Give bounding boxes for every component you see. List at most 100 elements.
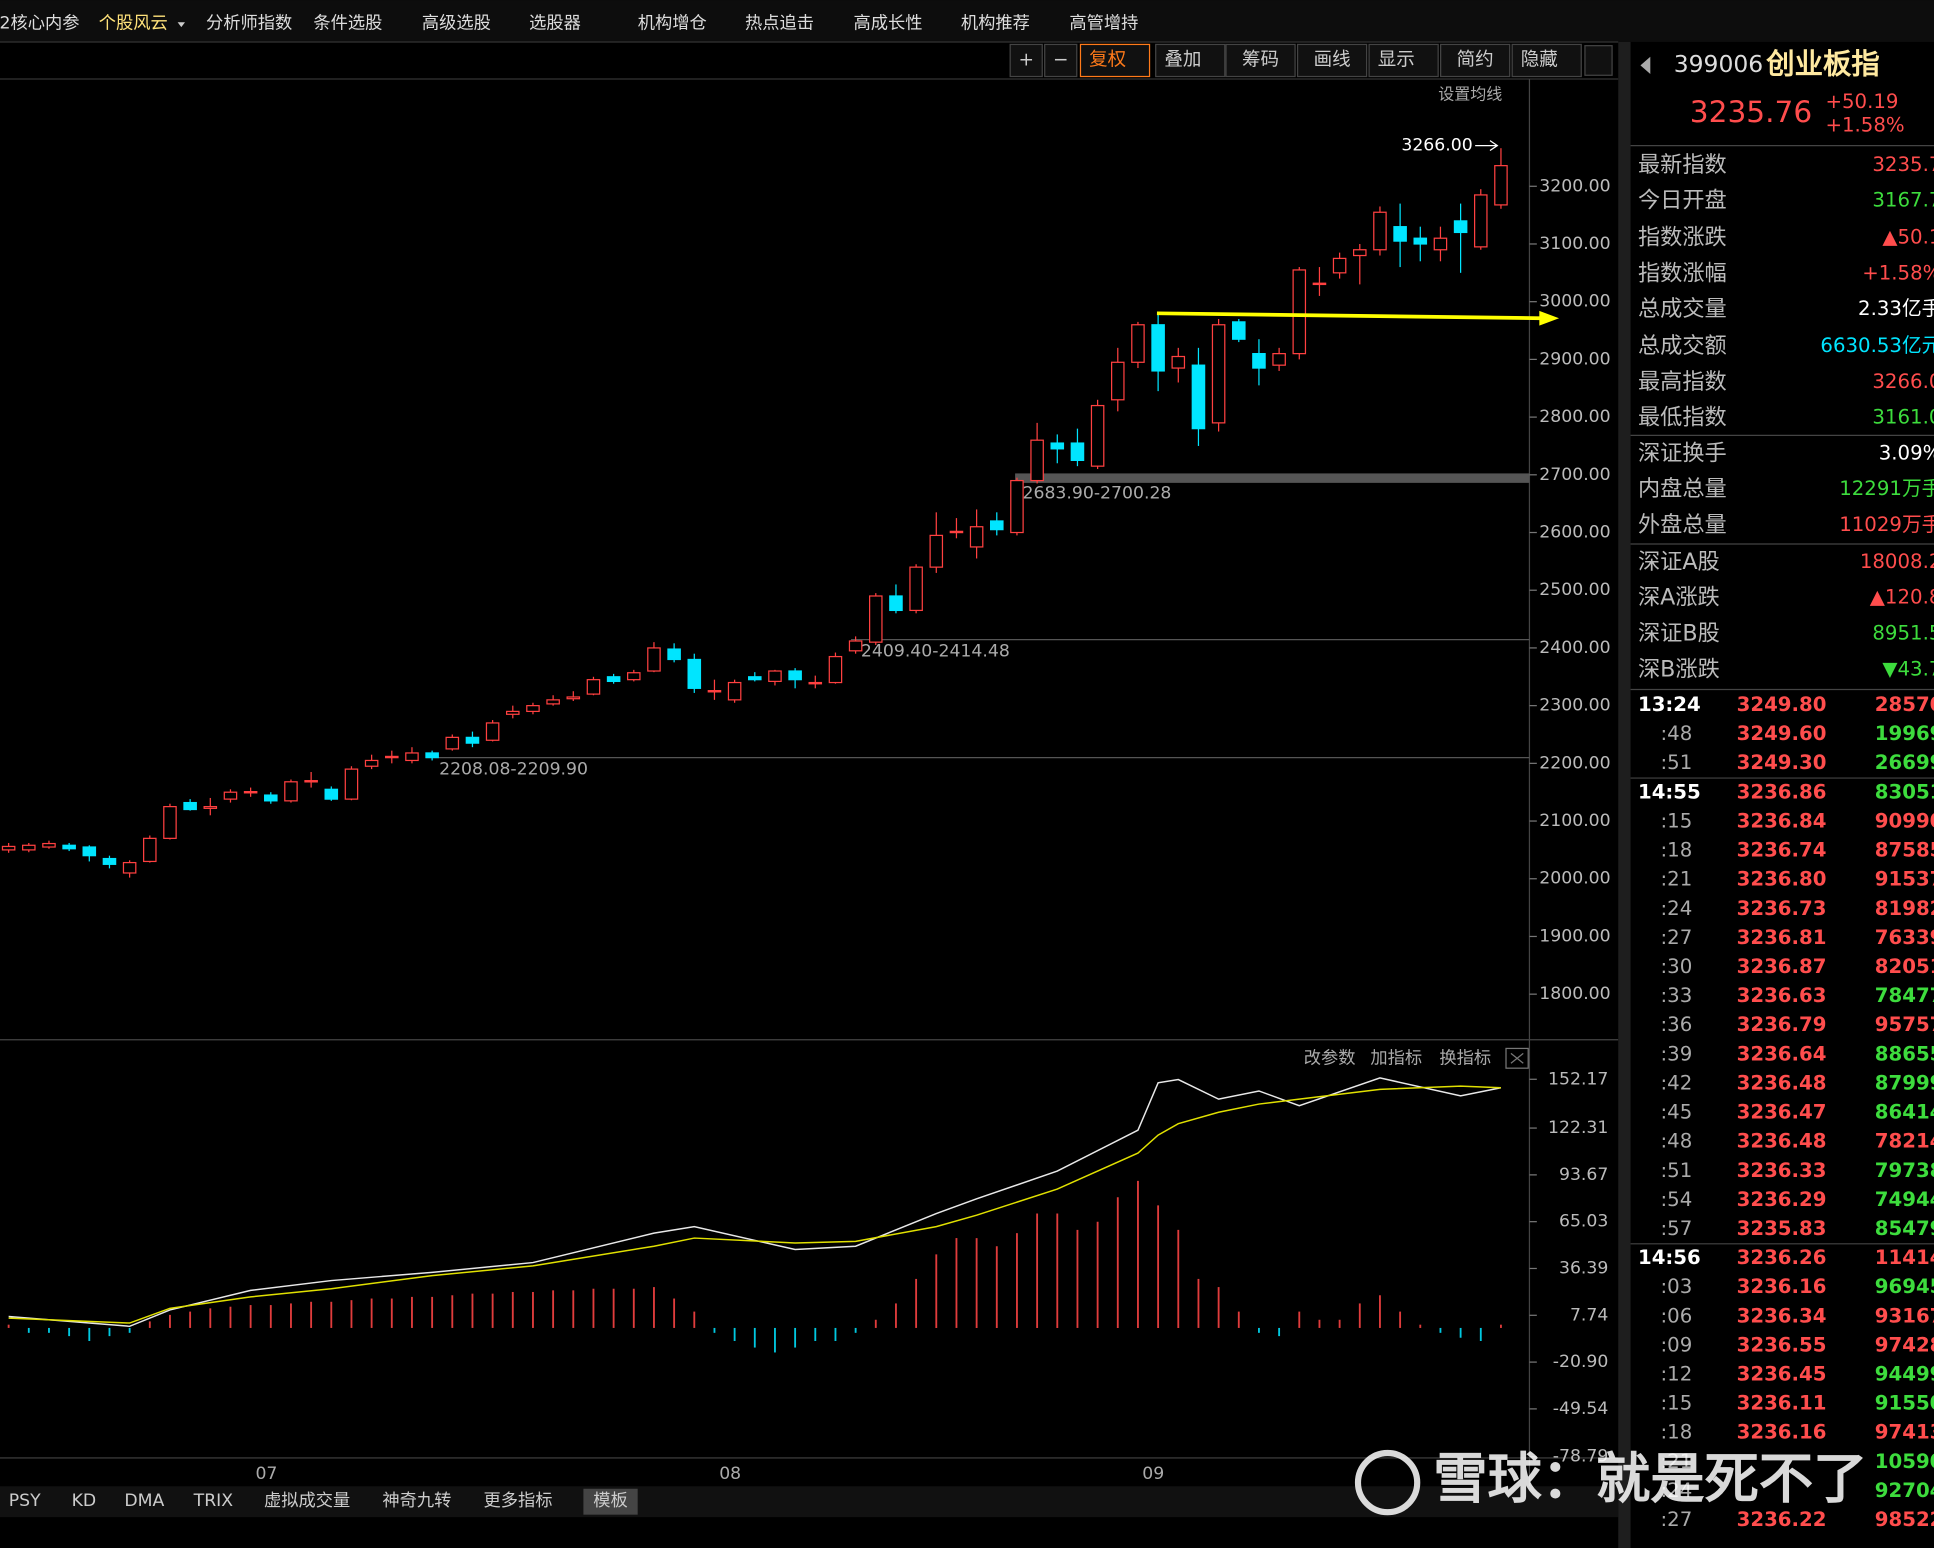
toolbar-button[interactable] (1155, 43, 1226, 78)
close-button[interactable] (1505, 1047, 1529, 1069)
candle-body (1453, 220, 1468, 234)
tick-time: :24 (1661, 897, 1693, 920)
indicator-line (8, 1085, 1501, 1324)
toolbar-label[interactable]: 叠加 (1164, 49, 1201, 70)
tick-time: :54 (1661, 1188, 1693, 1211)
indicator-button[interactable]: 换指标 (1439, 1048, 1491, 1068)
tick-volume: 87999 (1875, 1071, 1934, 1094)
indicator-button[interactable]: 加指标 (1370, 1048, 1422, 1068)
tick-volume: 76339 (1875, 926, 1934, 949)
toolbar-label[interactable]: 隐藏 (1521, 49, 1558, 70)
toolbar-button[interactable] (1225, 43, 1296, 78)
candle-body (284, 781, 298, 802)
menu-item[interactable]: 高级选股 (422, 13, 491, 33)
menu-item[interactable]: 高成长性 (854, 13, 923, 33)
tick-price: 3236.45 (1737, 1363, 1827, 1386)
toolbar-label[interactable]: 复权 (1089, 49, 1126, 70)
tab[interactable]: PSY (9, 1491, 41, 1511)
toolbar-button[interactable] (1079, 43, 1151, 78)
candle-body (1090, 404, 1105, 467)
candle-body (929, 534, 944, 568)
y-tick-label: 36.39 (1559, 1258, 1608, 1278)
menu-item[interactable]: 2核心内参 (0, 13, 79, 33)
tick-price: 3249.80 (1737, 693, 1827, 716)
toolbar-label[interactable]: 画线 (1314, 49, 1351, 70)
tick-price: 3236.22 (1737, 1508, 1827, 1531)
menu-item[interactable]: 机构推荐 (961, 13, 1030, 33)
tick-time: 13:24 (1638, 693, 1701, 716)
candle-body (869, 595, 883, 643)
candle-body (82, 846, 97, 857)
indicator-button[interactable]: 改参数 (1304, 1048, 1356, 1068)
candle-body (1191, 364, 1206, 430)
toolbar-button[interactable] (1044, 43, 1078, 78)
toolbar-button[interactable] (1368, 43, 1439, 78)
candle-body (1111, 361, 1125, 401)
toolbar-button[interactable] (1296, 43, 1368, 78)
candle-body (909, 566, 923, 612)
menu-item[interactable]: 条件选股 (313, 13, 382, 33)
y-tick-label: 2200.00 (1539, 753, 1610, 773)
tick-volume: 95757 (1875, 1013, 1934, 1036)
tab[interactable]: DMA (124, 1491, 164, 1511)
candle-body (828, 655, 843, 684)
toolbar-label[interactable]: − (1053, 49, 1069, 70)
candle-body (203, 806, 218, 809)
toolbar-label[interactable]: + (1018, 49, 1034, 70)
y-tick-label: 2700.00 (1539, 465, 1610, 485)
toolbar-button[interactable] (1009, 43, 1043, 78)
tab[interactable]: 神奇九转 (382, 1491, 451, 1511)
menu-item[interactable]: 选股器 (529, 13, 581, 33)
menu-item[interactable]: 分析师指数 (206, 13, 292, 33)
candle-body (344, 768, 359, 800)
tab[interactable]: KD (72, 1491, 97, 1511)
high-arrow (1475, 140, 1499, 152)
toolbar-label[interactable]: 筹码 (1242, 49, 1279, 70)
candle-body (990, 520, 1004, 531)
candle-body (1010, 479, 1024, 534)
candle-body (707, 690, 722, 693)
quote-value: 3161.0 (1872, 406, 1934, 429)
tick-volume: 78477 (1875, 984, 1934, 1007)
menu-item[interactable]: 高管增持 (1069, 13, 1138, 33)
y-tick-label: 2400.00 (1539, 638, 1610, 658)
candle-body (506, 710, 520, 715)
candle-body (364, 759, 379, 767)
tab[interactable]: 模板 (593, 1491, 628, 1511)
toolbar-label[interactable]: 简约 (1457, 49, 1494, 70)
menu-item[interactable]: 机构增仓 (638, 13, 707, 33)
x-tick-label: 08 (719, 1464, 741, 1484)
quote-change: +50.19 (1825, 90, 1898, 113)
menu-bar (0, 0, 1934, 42)
tick-time: :06 (1661, 1304, 1693, 1327)
toolbar-label[interactable]: 显示 (1378, 49, 1415, 70)
tab[interactable]: TRIX (193, 1491, 234, 1511)
candle-body (727, 681, 742, 701)
tab[interactable]: 更多指标 (484, 1491, 553, 1511)
toolbar-button[interactable] (1511, 43, 1582, 78)
candle-body (1231, 321, 1246, 340)
tick-volume: 28570 (1875, 693, 1934, 716)
menu-item[interactable]: 热点追击 (745, 13, 814, 33)
menu-item[interactable]: 个股风云 (99, 13, 168, 33)
expand-button[interactable] (1584, 45, 1613, 76)
back-arrow[interactable] (1640, 56, 1651, 75)
toolbar-button[interactable] (1440, 43, 1511, 78)
quote-value: ▼43.7 (1882, 657, 1934, 680)
y-tick-label: -78.79 (1553, 1447, 1609, 1467)
y-tick-label: 2000.00 (1539, 869, 1610, 889)
quote-label: 总成交量 (1638, 296, 1727, 322)
candle-body (969, 526, 984, 548)
y-tick-label: 2600.00 (1539, 523, 1610, 543)
watermark: 雪球：就是死不了 (1354, 1448, 1867, 1516)
tab[interactable]: 虚拟成交量 (264, 1491, 350, 1511)
ma-setting[interactable]: 设置均线 (1438, 85, 1502, 104)
quote-label: 内盘总量 (1638, 476, 1727, 502)
tick-time: :57 (1661, 1217, 1693, 1240)
tick-price: 3249.30 (1737, 751, 1827, 774)
candle-body (526, 705, 540, 713)
tick-price: 3236.47 (1737, 1101, 1827, 1124)
quote-label: 深A涨跌 (1638, 585, 1720, 611)
tick-price: 3236.16 (1737, 1421, 1827, 1444)
candle-body (1050, 442, 1065, 450)
